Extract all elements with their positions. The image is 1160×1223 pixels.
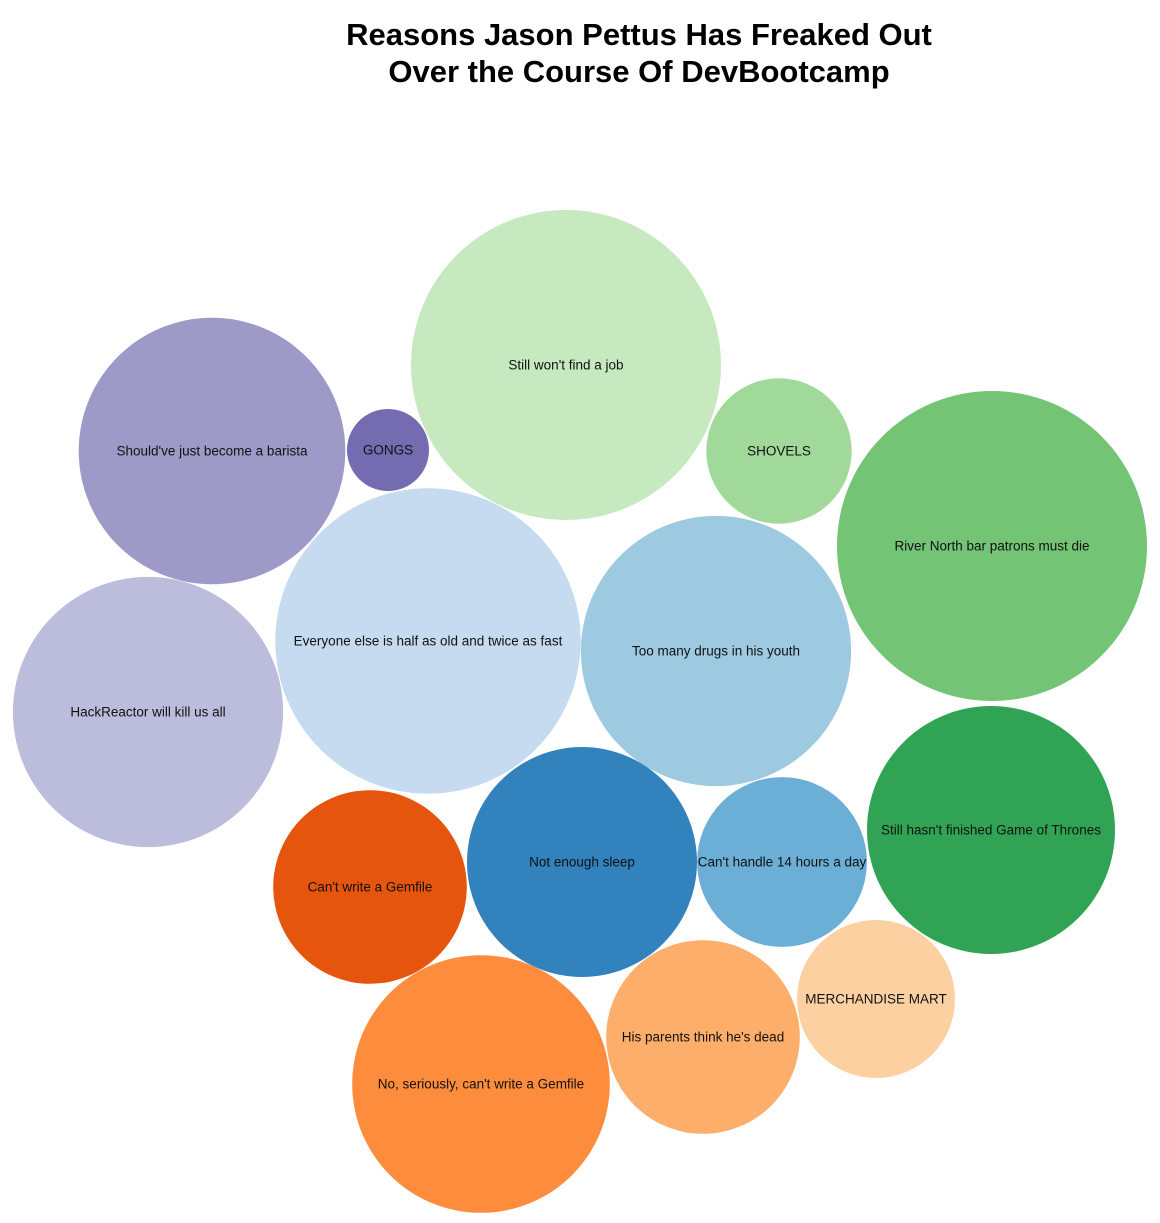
bubble-circle-still-hasn-t-finished-game-of-thrones — [867, 706, 1115, 954]
bubble-label-can-t-write-a-gemfile: Can't write a Gemfile — [308, 880, 433, 895]
bubble-circle-no-seriously-can-t-write-a-gemfile — [352, 955, 610, 1213]
bubble-circle-everyone-else-is-half-as-old-and-twice-as-fast — [275, 488, 581, 794]
bubble-circle-river-north-bar-patrons-must-die — [837, 391, 1147, 701]
bubble-label-should-ve-just-become-a-barista: Should've just become a barista — [117, 444, 308, 459]
bubble-label-still-won-t-find-a-job: Still won't find a job — [508, 358, 623, 373]
bubble-label-merchandise-mart: MERCHANDISE MART — [805, 992, 947, 1007]
bubble-shovels: SHOVELS — [706, 378, 852, 524]
chart-title-line-2: Over the Course Of DevBootcamp — [388, 54, 890, 89]
bubble-label-gongs: GONGS — [363, 443, 413, 458]
bubble-circle-too-many-drugs-in-his-youth — [580, 515, 852, 787]
bubble-still-won-t-find-a-job: Still won't find a job — [411, 210, 721, 520]
bubble-circle-still-won-t-find-a-job — [411, 210, 721, 520]
bubble-still-hasn-t-finished-game-of-thrones: Still hasn't finished Game of Thrones — [867, 706, 1115, 954]
bubble-label-still-hasn-t-finished-game-of-thrones: Still hasn't finished Game of Thrones — [881, 823, 1101, 838]
bubble-label-everyone-else-is-half-as-old-and-twice-as-fast: Everyone else is half as old and twice a… — [294, 634, 563, 649]
bubble-label-river-north-bar-patrons-must-die: River North bar patrons must die — [894, 539, 1089, 554]
bubble-should-ve-just-become-a-barista: Should've just become a barista — [78, 317, 346, 585]
bubble-label-can-t-handle-14-hours-a-day: Can't handle 14 hours a day — [698, 855, 867, 870]
bubble-label-no-seriously-can-t-write-a-gemfile: No, seriously, can't write a Gemfile — [378, 1077, 584, 1092]
chart-title-line-1: Reasons Jason Pettus Has Freaked Out — [346, 17, 932, 52]
bubble-river-north-bar-patrons-must-die: River North bar patrons must die — [837, 391, 1147, 701]
bubble-label-shovels: SHOVELS — [747, 444, 811, 459]
bubble-no-seriously-can-t-write-a-gemfile: No, seriously, can't write a Gemfile — [352, 955, 610, 1213]
bubble-label-too-many-drugs-in-his-youth: Too many drugs in his youth — [632, 644, 800, 659]
bubble-his-parents-think-he-s-dead: His parents think he's dead — [606, 940, 800, 1134]
bubble-everyone-else-is-half-as-old-and-twice-as-fast: Everyone else is half as old and twice a… — [275, 488, 581, 794]
bubble-label-his-parents-think-he-s-dead: His parents think he's dead — [622, 1030, 784, 1045]
bubble-hackreactor-will-kill-us-all: HackReactor will kill us all — [12, 576, 284, 848]
bubble-circle-his-parents-think-he-s-dead — [606, 940, 800, 1134]
bubble-circle-can-t-write-a-gemfile — [273, 790, 467, 984]
bubble-circle-shovels — [706, 378, 852, 524]
bubble-circle-gongs — [347, 409, 429, 491]
bubble-circle-hackreactor-will-kill-us-all — [12, 576, 284, 848]
bubble-gongs: GONGS — [347, 409, 429, 491]
bubble-merchandise-mart: MERCHANDISE MART — [797, 920, 955, 1078]
bubble-circle-should-ve-just-become-a-barista — [78, 317, 346, 585]
bubble-circle-merchandise-mart — [797, 920, 955, 1078]
bubble-circle-not-enough-sleep — [467, 747, 697, 977]
chart-title: Reasons Jason Pettus Has Freaked Out Ove… — [0, 16, 1160, 90]
bubble-label-not-enough-sleep: Not enough sleep — [529, 855, 635, 870]
bubble-circle-can-t-handle-14-hours-a-day — [697, 777, 867, 947]
bubble-not-enough-sleep: Not enough sleep — [467, 747, 697, 977]
bubble-can-t-handle-14-hours-a-day: Can't handle 14 hours a day — [697, 777, 867, 947]
bubble-can-t-write-a-gemfile: Can't write a Gemfile — [273, 790, 467, 984]
bubble-label-hackreactor-will-kill-us-all: HackReactor will kill us all — [70, 705, 225, 720]
bubble-too-many-drugs-in-his-youth: Too many drugs in his youth — [580, 515, 852, 787]
